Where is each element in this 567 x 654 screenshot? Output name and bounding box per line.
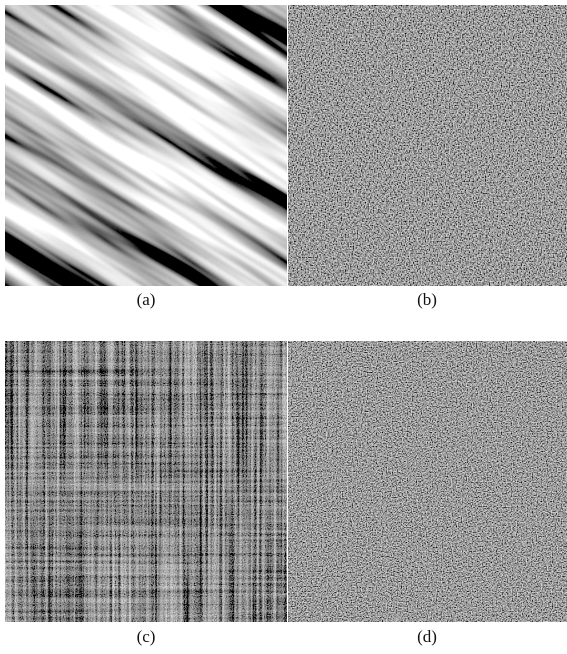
caption: (c) xyxy=(137,627,156,646)
image-c xyxy=(5,341,287,622)
caption: (b) xyxy=(417,290,437,309)
caption: (a) xyxy=(137,290,156,309)
image-d xyxy=(288,341,567,622)
image-a xyxy=(5,5,287,286)
caption: (d) xyxy=(417,627,437,646)
image-b xyxy=(288,5,567,286)
